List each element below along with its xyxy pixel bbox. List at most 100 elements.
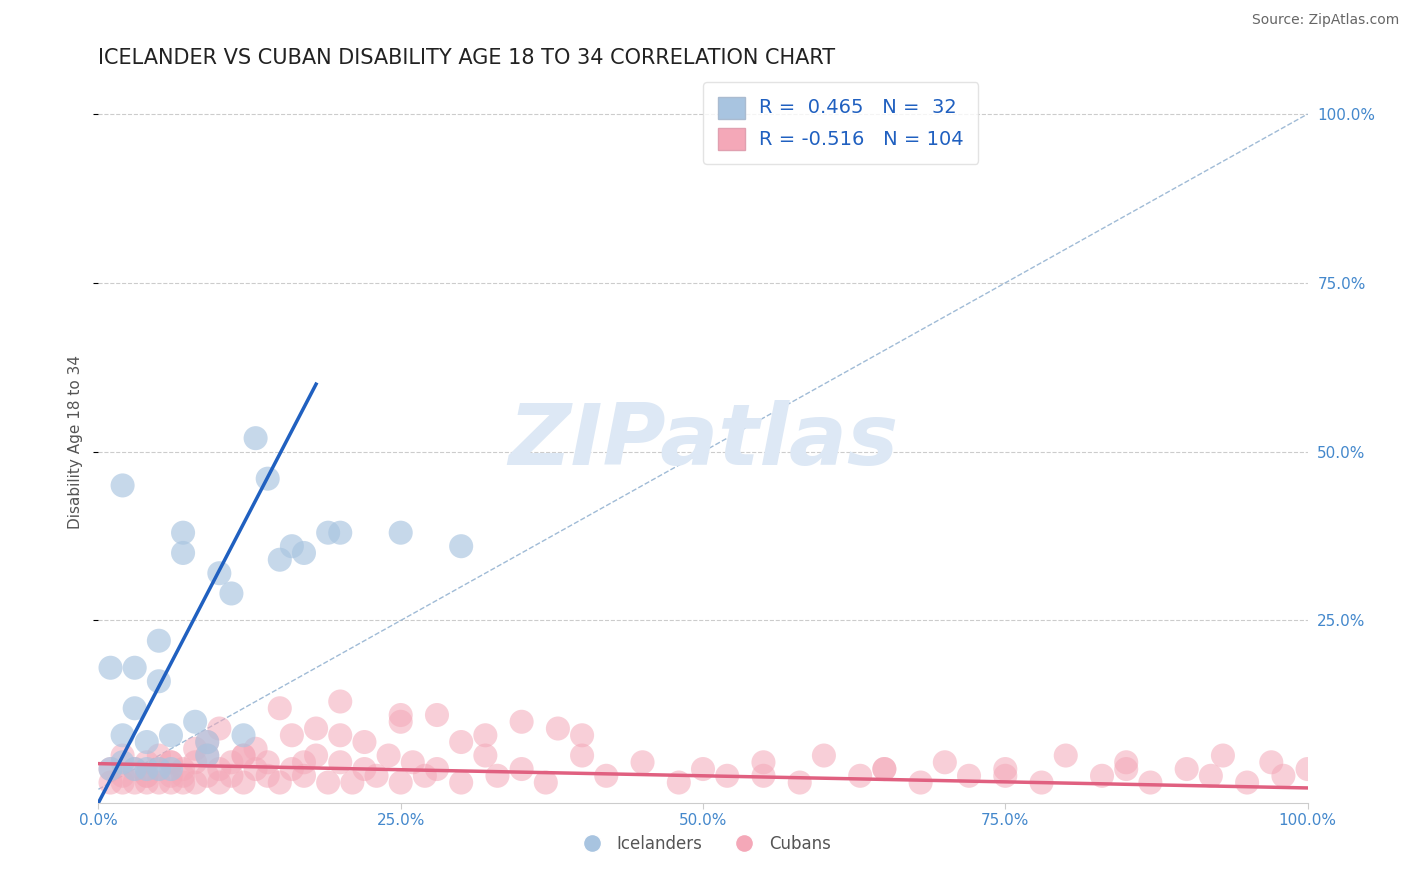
Point xyxy=(232,775,254,789)
Point xyxy=(631,756,654,770)
Text: ICELANDER VS CUBAN DISABILITY AGE 18 TO 34 CORRELATION CHART: ICELANDER VS CUBAN DISABILITY AGE 18 TO … xyxy=(98,47,835,68)
Point xyxy=(934,756,956,770)
Point xyxy=(957,769,980,783)
Point xyxy=(135,756,157,770)
Point xyxy=(1236,775,1258,789)
Point xyxy=(245,431,267,445)
Point xyxy=(135,775,157,789)
Point xyxy=(111,728,134,742)
Point xyxy=(148,674,170,689)
Point xyxy=(100,762,122,776)
Point xyxy=(1139,775,1161,789)
Point xyxy=(172,762,194,776)
Point xyxy=(1199,769,1222,783)
Point xyxy=(160,756,183,770)
Point xyxy=(195,748,218,763)
Point xyxy=(329,694,352,708)
Point xyxy=(195,735,218,749)
Point xyxy=(426,708,449,723)
Point xyxy=(172,546,194,560)
Point xyxy=(1296,762,1319,776)
Point xyxy=(692,762,714,776)
Point xyxy=(208,762,231,776)
Point xyxy=(124,661,146,675)
Point xyxy=(789,775,811,789)
Point xyxy=(510,762,533,776)
Point xyxy=(148,762,170,776)
Point xyxy=(111,478,134,492)
Point xyxy=(752,756,775,770)
Point xyxy=(245,741,267,756)
Point xyxy=(208,775,231,789)
Point xyxy=(148,775,170,789)
Point xyxy=(571,728,593,742)
Point xyxy=(184,756,207,770)
Point xyxy=(245,762,267,776)
Point xyxy=(184,714,207,729)
Point xyxy=(256,769,278,783)
Point xyxy=(221,756,243,770)
Point xyxy=(305,722,328,736)
Point xyxy=(135,769,157,783)
Point xyxy=(111,769,134,783)
Point xyxy=(1091,769,1114,783)
Point xyxy=(160,756,183,770)
Point xyxy=(172,769,194,783)
Point xyxy=(172,775,194,789)
Point xyxy=(1031,775,1053,789)
Point xyxy=(305,748,328,763)
Point xyxy=(124,775,146,789)
Point xyxy=(389,714,412,729)
Point xyxy=(389,708,412,723)
Point xyxy=(366,769,388,783)
Point xyxy=(292,769,315,783)
Point xyxy=(316,525,339,540)
Point xyxy=(148,762,170,776)
Point xyxy=(329,525,352,540)
Point xyxy=(752,769,775,783)
Point xyxy=(486,769,509,783)
Point xyxy=(292,546,315,560)
Point xyxy=(377,748,399,763)
Point xyxy=(1175,762,1198,776)
Point xyxy=(232,748,254,763)
Point xyxy=(281,728,304,742)
Point xyxy=(450,539,472,553)
Point xyxy=(269,552,291,566)
Point xyxy=(256,472,278,486)
Point xyxy=(124,762,146,776)
Point xyxy=(994,762,1017,776)
Point xyxy=(353,735,375,749)
Point xyxy=(281,539,304,553)
Point xyxy=(316,775,339,789)
Point xyxy=(873,762,896,776)
Point xyxy=(221,769,243,783)
Point xyxy=(160,728,183,742)
Point xyxy=(221,586,243,600)
Text: ZIPatlas: ZIPatlas xyxy=(508,400,898,483)
Point xyxy=(124,701,146,715)
Point xyxy=(281,762,304,776)
Point xyxy=(389,525,412,540)
Point xyxy=(111,775,134,789)
Point xyxy=(292,756,315,770)
Point xyxy=(329,756,352,770)
Point xyxy=(269,701,291,715)
Point xyxy=(1272,769,1295,783)
Point xyxy=(426,762,449,776)
Point xyxy=(100,661,122,675)
Point xyxy=(195,748,218,763)
Point xyxy=(547,722,569,736)
Point xyxy=(510,714,533,729)
Point xyxy=(160,769,183,783)
Point xyxy=(402,756,425,770)
Point xyxy=(195,769,218,783)
Point xyxy=(160,775,183,789)
Point xyxy=(100,762,122,776)
Point xyxy=(111,756,134,770)
Point xyxy=(1260,756,1282,770)
Point xyxy=(389,775,412,789)
Legend: Icelanders, Cubans: Icelanders, Cubans xyxy=(568,828,838,860)
Point xyxy=(450,735,472,749)
Point xyxy=(571,748,593,763)
